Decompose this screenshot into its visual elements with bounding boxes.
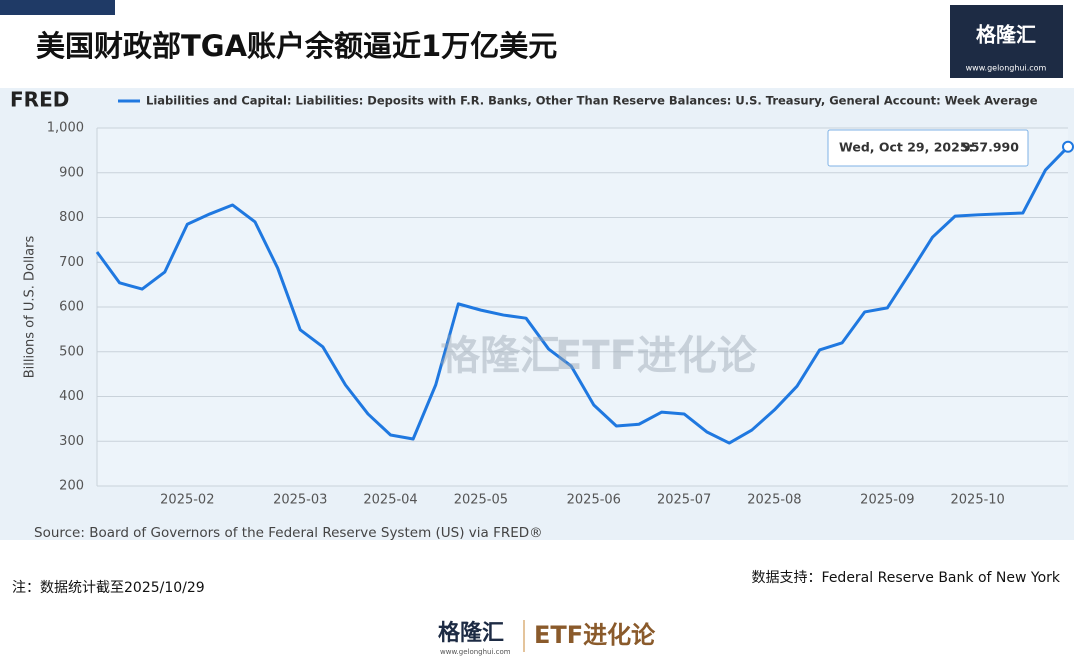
logo-box: [950, 5, 1063, 78]
x-tick-label: 2025-05: [454, 493, 508, 508]
support: 数据支持：Federal Reserve Bank of New York: [752, 570, 1061, 586]
tooltip-value: 957.990: [962, 140, 1019, 155]
x-tick-label: 2025-08: [747, 493, 801, 508]
page-title: 美国财政部TGA账户余额逼近1万亿美元: [36, 29, 557, 63]
y-tick-label: 400: [59, 389, 84, 404]
plot: 200 300 400 500 600 700 800 900 1,000 2025-02 2025…: [47, 121, 1074, 508]
x-tick-label: 2025-06: [567, 493, 621, 508]
x-tick-label: 2025-09: [860, 493, 914, 508]
footer-logo: 格隆汇: [438, 620, 504, 646]
corner-block: [0, 0, 115, 15]
logo: 格隆汇: [976, 23, 1036, 47]
note: 注：数据统计截至2025/10/29: [12, 580, 205, 596]
legend-label: Liabilities and Capital: Liabilities: De…: [146, 94, 1038, 108]
x-tick-label: 2025-02: [160, 493, 214, 508]
x-tick-label: 2025-04: [363, 493, 417, 508]
line: [95, 145, 1070, 445]
tooltip-box: [827, 129, 1029, 167]
y-tick-label: 800: [59, 210, 84, 225]
source: Source: Board of Governors of the Federa…: [34, 525, 543, 541]
footer-logo-url: www.gelonghui.com: [440, 648, 511, 656]
x-tick-label: 2025-03: [273, 493, 327, 508]
y-tick-label: 300: [59, 434, 84, 449]
logo-url: www.gelonghui.com: [966, 64, 1047, 73]
tooltip-date: Wed, Oct 29, 2025:: [839, 140, 974, 155]
brand: FRED: [10, 88, 69, 112]
y-tick-label: 500: [59, 344, 84, 359]
watermark-logo: 格隆汇: [440, 333, 560, 379]
watermark-text: ETF进化论: [555, 333, 758, 379]
footer-text: ETF进化论: [534, 621, 656, 649]
x-tick-label: 2025-10: [951, 493, 1005, 508]
x-tick-label: 2025-07: [657, 493, 711, 508]
y-axis-label: Billions of U.S. Dollars: [23, 235, 38, 378]
y-tick-label: 700: [59, 255, 84, 270]
y-tick-label: 600: [59, 300, 84, 315]
point-marker: [1062, 140, 1074, 153]
y-tick-label: 900: [59, 165, 84, 180]
y-tick-label: 200: [59, 479, 84, 494]
y-tick-label: 1,000: [47, 121, 84, 136]
